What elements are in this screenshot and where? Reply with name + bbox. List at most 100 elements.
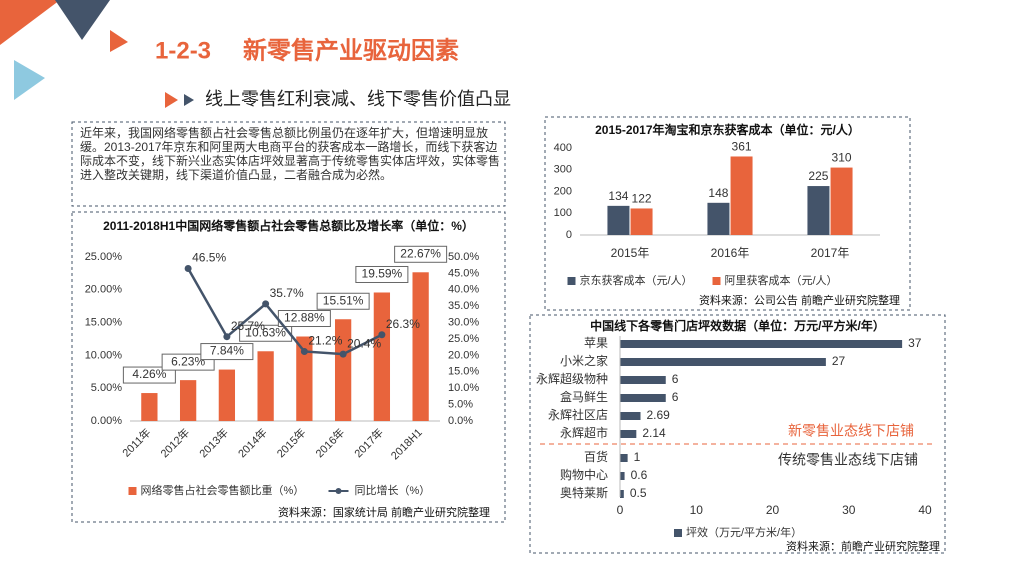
line-marker: [262, 300, 270, 308]
legend-swatch: [712, 277, 721, 285]
bar: [412, 272, 429, 421]
y-tick-label: 永辉超级物种: [536, 371, 608, 386]
legend-label: 网络零售占社会零售额比重（%）: [141, 483, 305, 497]
x-tick-label: 20: [766, 503, 780, 517]
y-tick-label: 300: [554, 164, 572, 176]
data-label: 26.3%: [386, 317, 420, 331]
y-tick-label: 0: [566, 229, 572, 241]
y-tick-label: 小米之家: [560, 353, 608, 368]
data-label: 21.2%: [308, 334, 342, 348]
bar: [373, 292, 391, 421]
y-tick-label: 0.00%: [91, 415, 122, 427]
x-tick-label: 2015年: [611, 246, 650, 260]
bar: [607, 205, 630, 235]
data-label: 4.26%: [132, 367, 166, 381]
y2-tick-label: 15.0%: [448, 366, 479, 378]
legend-swatch: [674, 529, 682, 537]
legend-swatch: [335, 488, 342, 494]
y2-tick-label: 25.0%: [448, 333, 479, 345]
bar: [620, 472, 625, 480]
bar: [620, 358, 826, 366]
source: 资料来源：前瞻产业研究院整理: [786, 539, 940, 553]
line-marker: [300, 347, 308, 355]
data-label-box: [394, 245, 448, 263]
source: 资料来源：公司公告 前瞻产业研究院整理: [699, 293, 900, 307]
x-tick-label: 2014年: [235, 425, 270, 460]
annotation: 新零售业态线下店铺: [788, 423, 914, 439]
data-label-box: [355, 265, 409, 283]
bar: [630, 208, 653, 235]
y-tick-label: 25.00%: [85, 251, 123, 263]
source: 资料来源：国家统计局 前瞻产业研究院整理: [278, 505, 490, 519]
data-label: 225: [808, 169, 828, 183]
x-tick-label: 2013年: [196, 425, 231, 460]
data-label: 27: [832, 354, 846, 368]
chart-box: [544, 116, 911, 311]
line: [187, 267, 383, 356]
data-label: 0.5: [630, 486, 647, 500]
data-label: 7.84%: [210, 344, 244, 358]
x-tick-label: 0: [617, 503, 624, 517]
y-tick-label: 5.00%: [91, 382, 122, 394]
data-label: 25.7%: [231, 319, 265, 333]
bar: [296, 336, 313, 421]
chart-title: 2015-2017年淘宝和京东获客成本（单位：元/人）: [595, 122, 860, 137]
y-tick-label: 15.00%: [85, 317, 123, 329]
bar: [620, 490, 624, 498]
x-tick-label: 2015年: [274, 425, 309, 460]
data-label: 12.88%: [284, 311, 325, 325]
x-tick-label: 2017年: [351, 425, 386, 460]
bar: [218, 369, 236, 421]
y2-tick-label: 10.0%: [448, 382, 479, 394]
chart-box: [529, 314, 946, 554]
x-tick-label: 2017年: [811, 246, 850, 260]
data-label: 22.67%: [400, 246, 441, 260]
data-label: 6: [672, 372, 679, 386]
decor: [14, 60, 45, 100]
data-label: 134: [608, 189, 628, 203]
data-label-box: [200, 343, 254, 361]
bar: [620, 412, 641, 420]
y-tick-label: 永辉超市: [560, 425, 608, 440]
y-tick-label: 百货: [584, 449, 608, 464]
y-tick-label: 盒马鲜生: [560, 389, 608, 404]
data-label: 6.23%: [171, 354, 205, 368]
bar: [807, 186, 830, 235]
y-tick-label: 400: [554, 142, 572, 154]
y-tick-label: 购物中心: [560, 467, 608, 482]
bar: [620, 430, 637, 438]
y2-tick-label: 5.0%: [448, 399, 473, 411]
slide-title: 新零售产业驱动因素: [243, 36, 459, 64]
y2-tick-label: 35.0%: [448, 300, 479, 312]
legend-swatch: [567, 277, 576, 285]
data-label-box: [239, 324, 293, 342]
x-tick-label: 2011年: [119, 425, 153, 459]
x-tick-label: 2016年: [312, 425, 347, 460]
data-label: 148: [708, 186, 728, 200]
line-marker: [378, 331, 386, 339]
x-tick-label: 10: [690, 503, 704, 517]
x-tick-label: 40: [918, 503, 932, 517]
chart-box: [71, 211, 506, 523]
subtitle: 线上零售红利衰减、线下零售价值凸显: [205, 89, 511, 109]
data-label-box: [316, 292, 370, 310]
data-label: 46.5%: [192, 251, 226, 265]
annotation: 传统零售业态线下店铺: [778, 452, 918, 468]
line-marker: [184, 264, 192, 272]
chart-title: 2011-2018H1中国网络零售额占社会零售总额比及增长率（单位：%）: [103, 218, 474, 233]
y-tick-label: 苹果: [584, 336, 608, 350]
legend-label: 同比增长（%）: [355, 483, 431, 497]
data-label: 19.59%: [362, 267, 403, 281]
intro-box: [71, 121, 506, 207]
y-tick-label: 10.00%: [85, 349, 123, 361]
data-label: 15.51%: [323, 293, 364, 307]
decor: [165, 92, 178, 108]
x-tick-label: 2012年: [157, 425, 192, 460]
y-tick-label: 200: [554, 185, 572, 197]
data-label: 0.6: [631, 468, 648, 482]
bar: [620, 340, 903, 348]
y2-tick-label: 40.0%: [448, 284, 479, 296]
decor: [55, 0, 110, 40]
line-marker: [339, 350, 347, 358]
